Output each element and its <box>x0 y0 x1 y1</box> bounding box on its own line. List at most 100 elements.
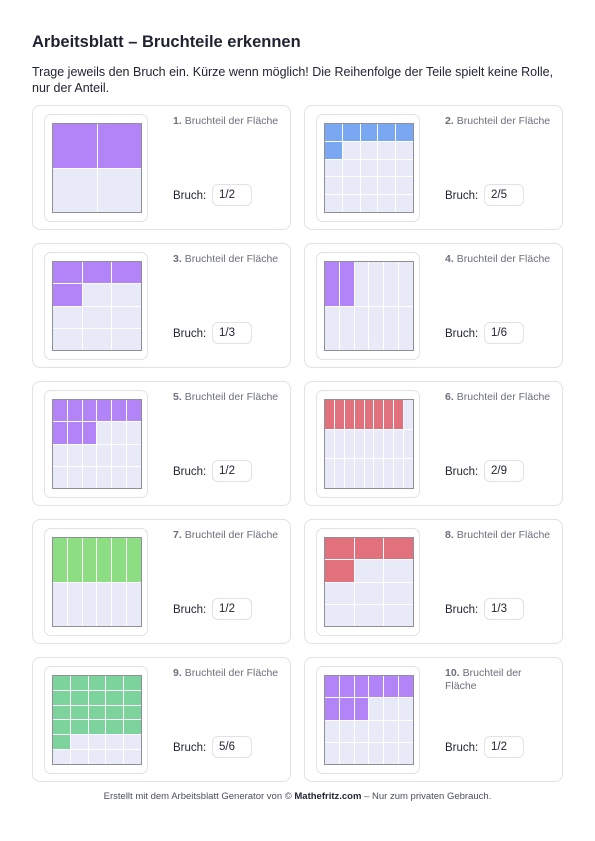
fraction-figure-frame <box>316 252 420 360</box>
empty-cell <box>325 459 334 488</box>
task-card: 2. Bruchteil der Fläche Bruch: 2/5 <box>304 105 563 230</box>
filled-cell <box>97 124 141 168</box>
empty-cell <box>342 195 360 212</box>
answer-field[interactable]: 1/6 <box>484 322 524 344</box>
empty-cell <box>384 306 399 350</box>
answer-field[interactable]: 1/2 <box>212 598 252 620</box>
empty-cell <box>384 459 394 488</box>
empty-cell <box>354 459 364 488</box>
empty-cell <box>325 720 339 742</box>
answer-field[interactable]: 1/3 <box>484 598 524 620</box>
answer-label: Bruch: <box>173 328 207 340</box>
task-label: 10. Bruchteil der Fläche <box>445 667 555 693</box>
filled-cell <box>82 400 97 422</box>
filled-cell <box>88 676 106 690</box>
answer-field[interactable]: 1/2 <box>212 184 252 206</box>
filled-cell <box>325 698 339 720</box>
filled-cell <box>70 720 88 735</box>
task-number: 2. <box>445 115 454 127</box>
empty-cell <box>97 444 112 466</box>
fraction-figure <box>52 123 142 213</box>
empty-cell <box>360 141 378 159</box>
empty-cell <box>354 582 384 604</box>
filled-cell <box>106 676 124 690</box>
empty-cell <box>384 429 394 459</box>
fraction-figure-frame <box>44 252 148 360</box>
filled-cell <box>53 284 82 306</box>
answer-label: Bruch: <box>173 742 207 754</box>
filled-cell <box>339 676 354 698</box>
filled-cell <box>325 676 339 698</box>
answer-label: Bruch: <box>445 742 479 754</box>
answer-field[interactable]: 5/6 <box>212 736 252 758</box>
task-number: 7. <box>173 529 182 541</box>
filled-cell <box>53 538 67 582</box>
answer-label: Bruch: <box>445 604 479 616</box>
answer-label: Bruch: <box>445 466 479 478</box>
empty-cell <box>334 429 344 459</box>
footer-suffix: – Nur zum privaten Gebrauch. <box>361 791 492 802</box>
filled-cell <box>396 124 413 141</box>
empty-cell <box>394 459 404 488</box>
empty-cell <box>127 422 141 444</box>
empty-cell <box>53 582 67 626</box>
answer-field[interactable]: 2/9 <box>484 460 524 482</box>
fraction-figure <box>52 537 142 627</box>
filled-cell <box>354 676 369 698</box>
filled-cell <box>399 676 413 698</box>
filled-cell <box>364 400 374 429</box>
empty-cell <box>394 429 404 459</box>
empty-cell <box>342 177 360 195</box>
empty-cell <box>67 444 82 466</box>
task-label: 6. Bruchteil der Fläche <box>445 391 555 404</box>
filled-cell <box>339 698 354 720</box>
empty-cell <box>369 698 384 720</box>
empty-cell <box>127 582 141 626</box>
task-text: Bruchteil der Fläche <box>184 529 279 541</box>
answer-field[interactable]: 2/5 <box>484 184 524 206</box>
filled-cell <box>325 124 342 141</box>
answer-label: Bruch: <box>173 604 207 616</box>
filled-cell <box>374 400 384 429</box>
empty-cell <box>70 735 88 750</box>
filled-cell <box>88 705 106 720</box>
task-grid: 1. Bruchteil der Fläche Bruch: 1/2 2. Bruchte… <box>32 105 563 782</box>
filled-cell <box>378 124 396 141</box>
task-number: 1. <box>173 115 182 127</box>
empty-cell <box>88 735 106 750</box>
task-number: 10. <box>445 667 460 679</box>
fraction-figure-frame <box>316 666 420 774</box>
empty-cell <box>342 159 360 177</box>
empty-cell <box>378 177 396 195</box>
filled-cell <box>97 538 112 582</box>
empty-cell <box>112 582 127 626</box>
filled-cell <box>127 538 141 582</box>
filled-cell <box>70 676 88 690</box>
filled-cell <box>325 262 339 306</box>
filled-cell <box>70 690 88 705</box>
filled-cell <box>88 690 106 705</box>
answer-field[interactable]: 1/3 <box>212 322 252 344</box>
answer-field[interactable]: 1/2 <box>484 736 524 758</box>
empty-cell <box>399 262 413 306</box>
answer-field[interactable]: 1/2 <box>212 460 252 482</box>
empty-cell <box>384 720 399 742</box>
empty-cell <box>112 306 141 328</box>
filled-cell <box>112 538 127 582</box>
task-text: Bruchteil der Fläche <box>456 529 551 541</box>
filled-cell <box>53 690 70 705</box>
fraction-figure <box>324 123 414 213</box>
answer-label: Bruch: <box>173 466 207 478</box>
empty-cell <box>378 195 396 212</box>
empty-cell <box>369 742 384 764</box>
filled-cell <box>53 735 70 750</box>
fraction-figure-frame <box>316 390 420 498</box>
filled-cell <box>127 400 141 422</box>
empty-cell <box>82 444 97 466</box>
filled-cell <box>124 676 141 690</box>
empty-cell <box>354 262 369 306</box>
filled-cell <box>82 262 112 284</box>
empty-cell <box>53 306 82 328</box>
empty-cell <box>369 306 384 350</box>
empty-cell <box>112 444 127 466</box>
